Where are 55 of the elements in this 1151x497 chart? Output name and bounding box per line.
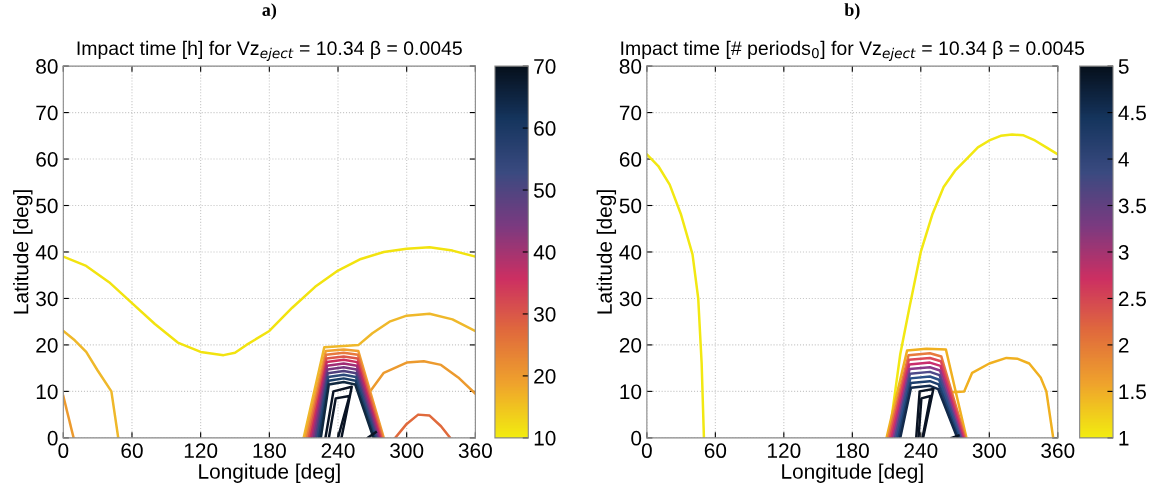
x-tick-label: 0 (58, 443, 69, 459)
y-tick-label: 10 (620, 384, 642, 400)
x-tick-label: 300 (972, 443, 1006, 459)
x-axis-title: Longitude [deg] (199, 463, 340, 483)
y-tick-label: 80 (36, 59, 58, 74)
y-tick-label: 60 (36, 152, 58, 167)
y-axis-title: Latitude [deg] (596, 190, 617, 314)
y-tick-label: 20 (619, 337, 642, 353)
color-bar-label: 1 (1119, 431, 1129, 446)
text: a) (262, 3, 277, 20)
y-axis-title: Latitude [deg] (13, 190, 33, 314)
y-tick-label: 0 (631, 430, 642, 446)
color-bar-label: 20 (534, 368, 556, 384)
color-bar-label: 2 (1118, 337, 1129, 353)
color-bar-label: 4.5 (1118, 105, 1146, 121)
y-tick-label: 70 (619, 105, 642, 121)
y-tick-label: 40 (35, 244, 58, 260)
text: b) (844, 3, 860, 20)
x-tick-label: 180 (253, 443, 286, 459)
y-tick-label: 30 (619, 291, 642, 307)
x-tick-label: 240 (321, 443, 355, 459)
color-bar-label: 40 (533, 244, 556, 260)
color-bar-label: 4 (1118, 152, 1129, 167)
color-bar-label: 60 (534, 121, 556, 136)
x-tick-label: 0 (641, 443, 652, 459)
x-tick-label: 180 (836, 443, 869, 459)
y-tick-label: 20 (36, 337, 58, 353)
y-tick-label: 50 (36, 198, 58, 214)
color-bar-label: 10 (534, 430, 556, 446)
chart-title: Impact time [h] for Vz$_{eject}$ = 10.34 β = 0.0045 (77, 40, 462, 61)
y-tick-label: 30 (36, 291, 58, 307)
color-bar-label: 50 (534, 183, 556, 198)
x-tick-label: 300 (390, 443, 424, 459)
x-tick-label: 60 (704, 443, 727, 459)
x-tick-label: 360 (458, 443, 492, 459)
color-bar-label: 30 (533, 306, 556, 322)
x-tick-label: 240 (904, 443, 938, 459)
y-tick-label: 40 (619, 244, 642, 260)
y-tick-label: 70 (36, 105, 58, 121)
color-bar-label: 70 (534, 59, 556, 74)
x-tick-label: 120 (184, 443, 218, 459)
color-bar-label: 3 (1118, 244, 1129, 260)
x-axis-title: Longitude [deg] (782, 463, 923, 483)
y-tick-label: 10 (36, 384, 58, 400)
x-tick-label: 120 (768, 443, 801, 459)
color-bar-label: 1.5 (1119, 384, 1146, 400)
color-bar-label: 2.5 (1118, 291, 1146, 307)
y-tick-label: 60 (619, 152, 642, 167)
y-tick-label: 80 (619, 59, 642, 74)
x-tick-label: 360 (1041, 443, 1075, 459)
x-tick-label: 60 (121, 443, 143, 459)
color-bar-label: 5 (1118, 59, 1129, 74)
color-bar-label: 3.5 (1118, 198, 1146, 214)
y-tick-label: 50 (619, 198, 642, 214)
y-tick-label: 0 (47, 430, 58, 446)
